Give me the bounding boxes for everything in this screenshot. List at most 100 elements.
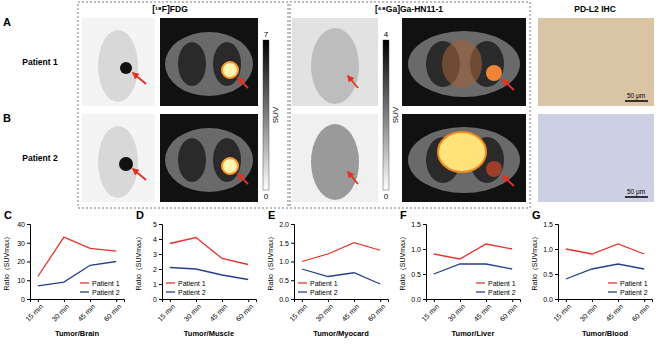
chart: 0.00.51.01.52.015 min30 min45 min60 minR…	[267, 221, 389, 338]
body-outline	[98, 30, 138, 102]
tick-mark	[159, 239, 162, 240]
x-tick: 15 min	[288, 299, 308, 323]
tick-mark	[291, 262, 294, 263]
tick-mark	[159, 284, 162, 285]
uptake	[442, 40, 482, 88]
y-tick: 2.0	[279, 221, 294, 228]
y-tick: 1.0	[411, 246, 426, 253]
x-tick-label: 45 min	[77, 303, 97, 323]
colorbar-label: SUV	[271, 106, 280, 123]
x-axis: 15 min30 min45 min60 min	[552, 299, 652, 323]
x-axis: 15 min30 min45 min60 min	[420, 299, 520, 323]
hotspot	[120, 62, 132, 74]
y-tick: 0.5	[543, 271, 558, 278]
legend-swatch	[476, 291, 485, 292]
x-tick: 45 min	[77, 299, 97, 323]
x-tick: 45 min	[473, 299, 493, 323]
pet-ct-image	[402, 114, 526, 202]
y-tick-label: 10	[17, 277, 25, 284]
plot-area	[434, 244, 512, 274]
y-tick-label: 1.0	[279, 258, 289, 265]
y-tick: 0.5	[411, 271, 426, 278]
tick-mark	[328, 299, 329, 302]
x-tick-label: 45 min	[341, 303, 361, 323]
colorbar	[383, 40, 389, 190]
y-tick-label: 1.5	[543, 221, 553, 228]
x-tick-label: 30 min	[50, 303, 70, 323]
tick-mark	[159, 269, 162, 270]
y-tick-label: 0.5	[543, 271, 553, 278]
column-title: [¹⁸F]FDG	[152, 4, 188, 14]
y-tick: 5	[153, 221, 162, 228]
x-axis: 15 min30 min45 min60 min	[288, 299, 388, 323]
y-tick: 1.0	[543, 246, 558, 253]
tick-mark	[302, 299, 303, 302]
row-label: Patient 2	[22, 153, 58, 163]
y-tick-label: 5	[153, 221, 157, 228]
series-line	[566, 264, 644, 279]
x-tick-label: 60 min	[499, 303, 519, 323]
tick-mark	[423, 249, 426, 250]
legend-swatch	[476, 282, 485, 283]
x-tick-label: 30 min	[314, 303, 334, 323]
y-tick: 40	[17, 221, 30, 228]
lung	[178, 42, 206, 86]
tick-mark	[423, 274, 426, 275]
tick-mark	[27, 224, 30, 225]
tick-mark	[380, 299, 381, 302]
axis-line	[555, 225, 559, 300]
tick-mark	[291, 224, 294, 225]
pet-mip-image	[292, 18, 378, 106]
scale-bar	[625, 100, 648, 102]
y-axis: 010203040	[17, 221, 30, 303]
panel-letter: A	[3, 16, 11, 28]
column-title: PD-L2 IHC	[574, 4, 616, 14]
x-tick-label: 60 min	[235, 303, 255, 323]
series-line	[170, 268, 248, 280]
scale-bar	[625, 196, 648, 198]
x-tick-label: 45 min	[209, 303, 229, 323]
x-tick: 45 min	[209, 299, 229, 323]
panel-letter: B	[3, 112, 11, 124]
tick-mark	[159, 254, 162, 255]
legend-label: Patient 2	[488, 289, 516, 296]
y-tick: 0	[21, 296, 30, 303]
axis-line	[295, 300, 389, 303]
x-tick-label: 15 min	[156, 303, 176, 323]
axis-line	[159, 225, 163, 300]
row-label: Patient 1	[22, 57, 58, 67]
colorbar-tick-label: 7	[264, 30, 269, 39]
y-tick: 0.0	[411, 296, 426, 303]
arrow	[503, 80, 514, 90]
tick-mark	[460, 299, 461, 302]
legend-swatch	[80, 282, 89, 283]
tick-mark	[555, 274, 558, 275]
panel-letter: C	[4, 209, 12, 221]
tick-mark	[566, 299, 567, 302]
x-tick: 30 min	[314, 299, 334, 323]
x-tick-label: 60 min	[631, 303, 651, 323]
lung	[213, 42, 241, 86]
column-title: [⁶⁸Ga]Ga-HN11-1	[375, 4, 443, 14]
tick-mark	[423, 299, 426, 300]
pet-mip-image	[82, 18, 155, 106]
legend-label: Patient 2	[310, 289, 338, 296]
image-panels: [¹⁸F]FDG [⁶⁸Ga]Ga-HN11-1 PD-L2 IHC A Patient…	[3, 2, 654, 208]
lung	[178, 138, 206, 182]
tick-mark	[27, 299, 30, 300]
y-tick: 1.5	[543, 221, 558, 228]
series-line	[434, 244, 512, 259]
hotspot	[486, 65, 502, 81]
y-axis-title: Ratio（SUVmax）	[531, 233, 539, 291]
legend-label: Patient 1	[620, 280, 648, 287]
legend-swatch	[166, 291, 175, 292]
tick-mark	[618, 299, 619, 302]
pet-mip-image	[292, 114, 378, 202]
x-tick-label: 15 min	[24, 303, 44, 323]
x-axis-title: Tumor/Brain	[55, 329, 99, 338]
tick-mark	[222, 299, 223, 302]
series-line	[38, 237, 116, 276]
hotspot	[222, 158, 238, 174]
x-tick-label: 45 min	[605, 303, 625, 323]
y-tick-label: 0.0	[543, 296, 553, 303]
